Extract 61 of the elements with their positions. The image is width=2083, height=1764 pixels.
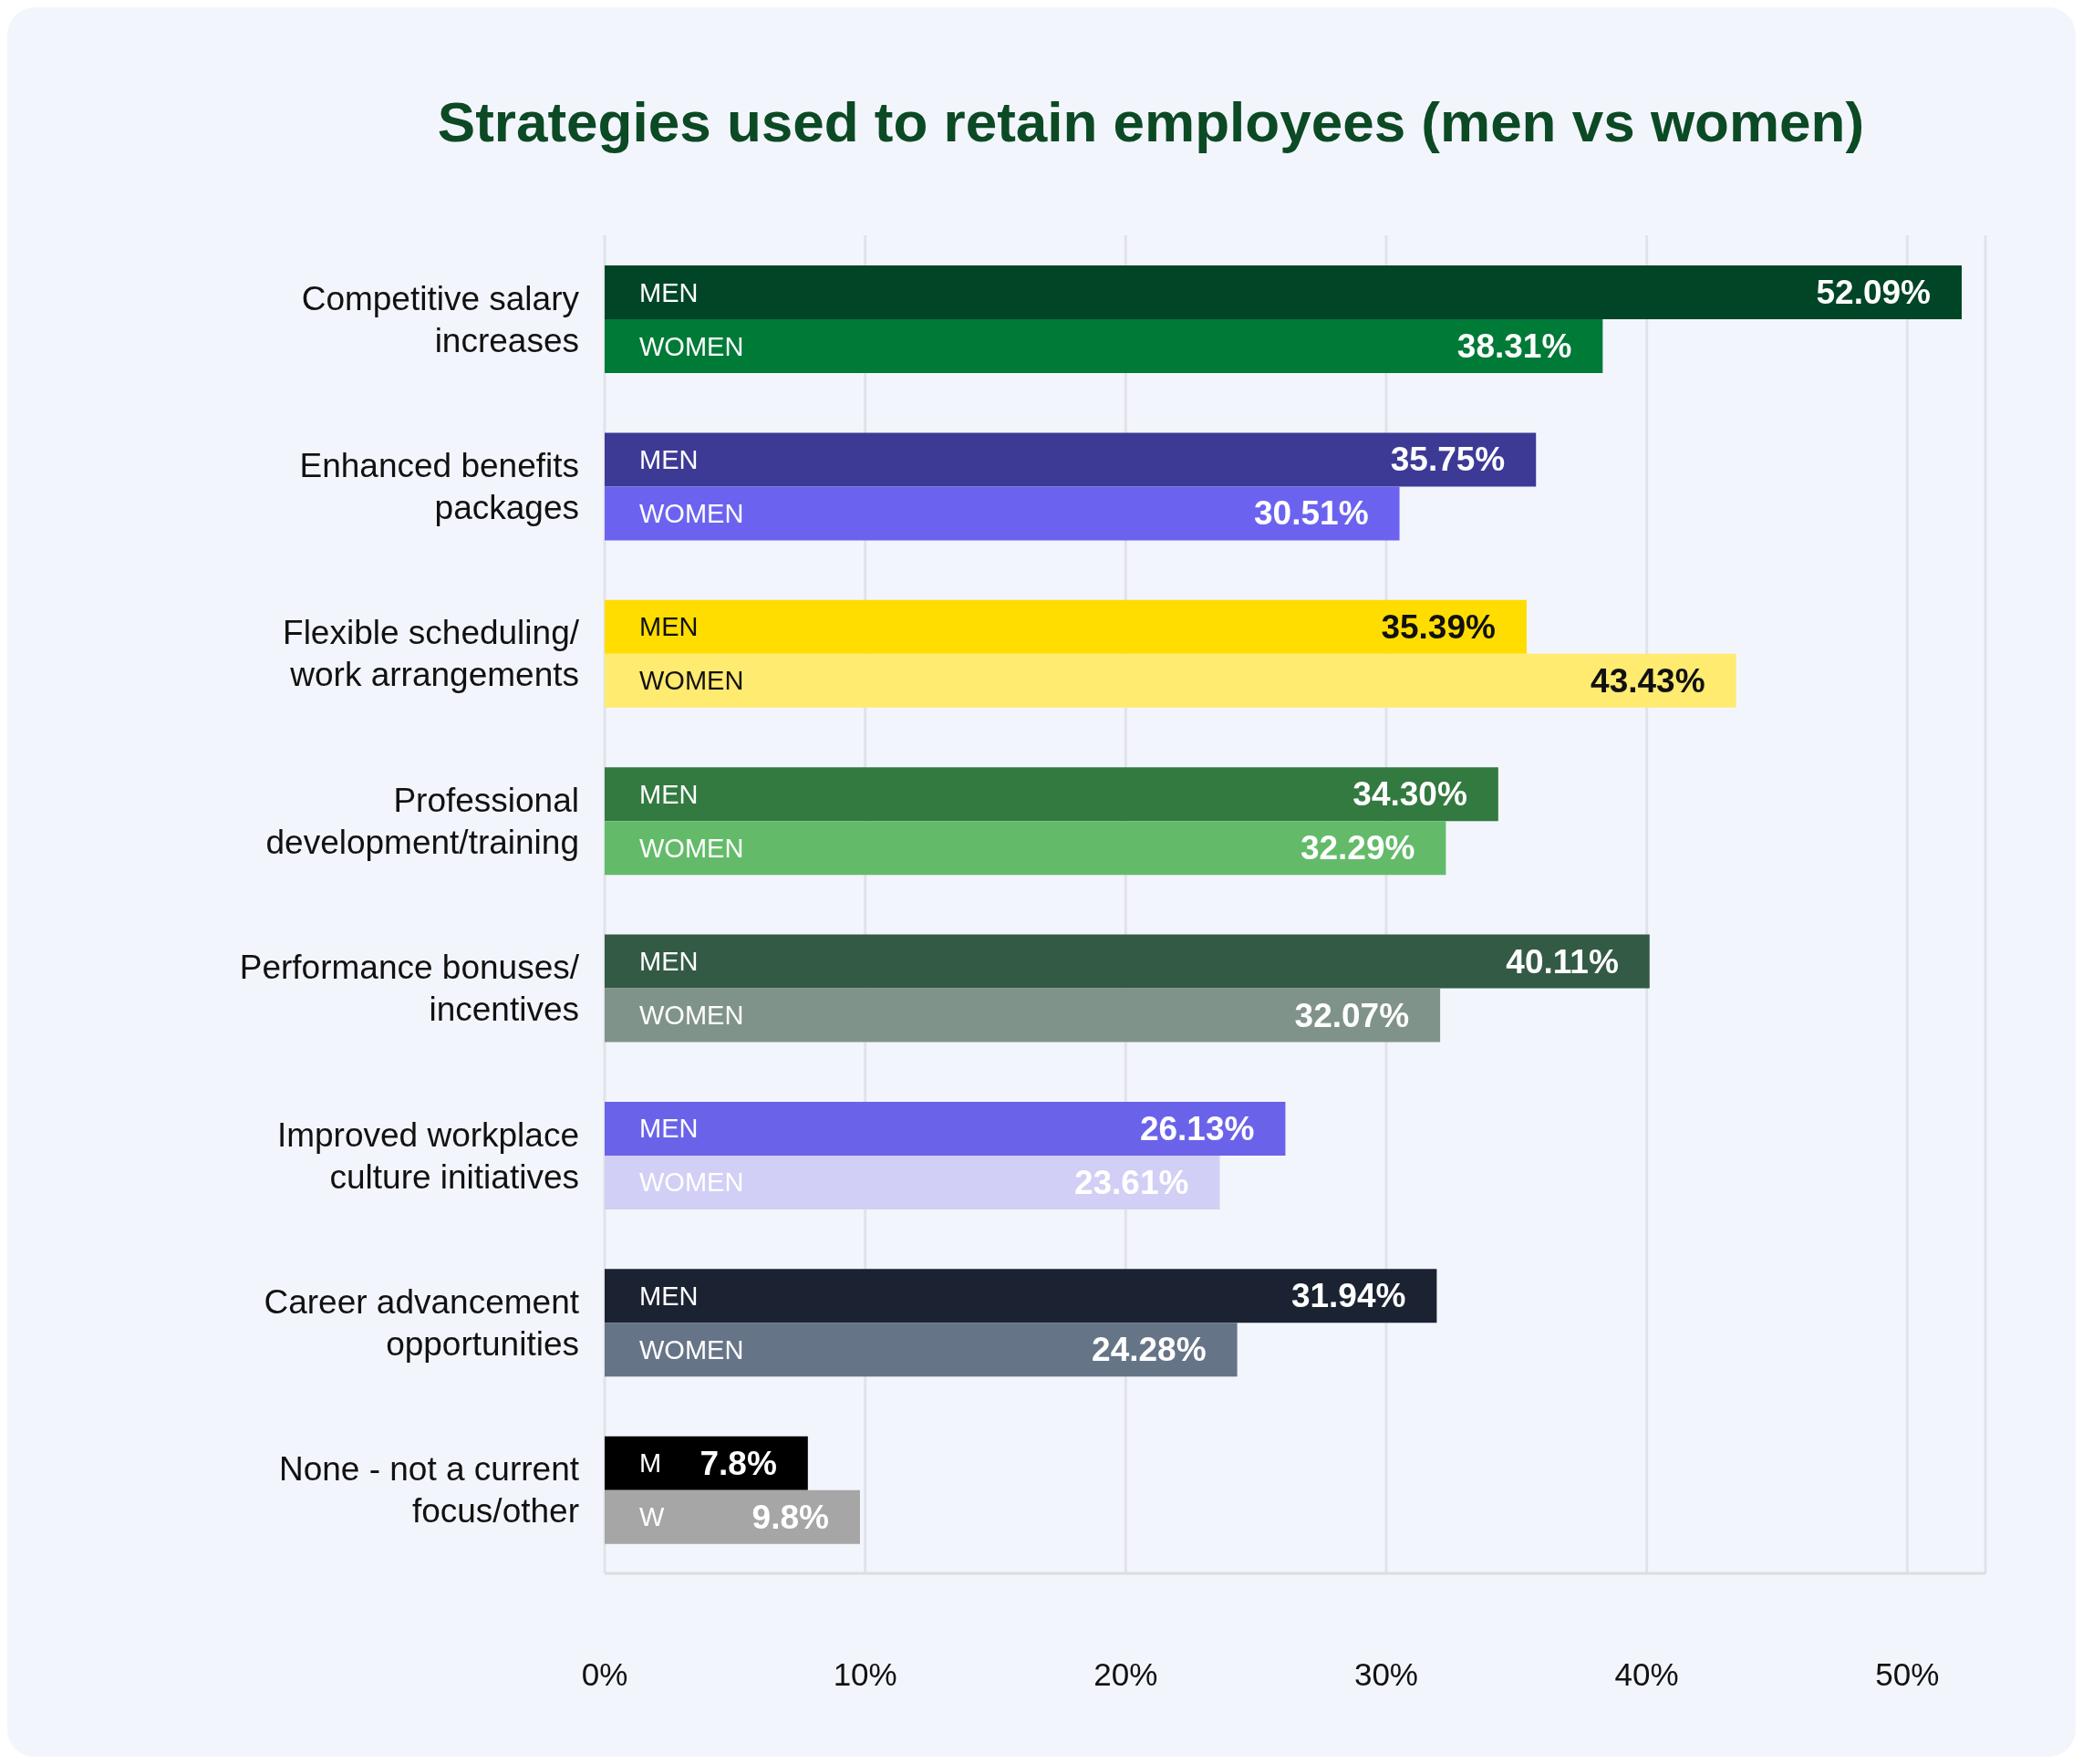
annotation: W (639, 1502, 665, 1532)
bar (605, 432, 1537, 487)
bar (605, 1489, 860, 1544)
data-label: 24.28% (1092, 1331, 1207, 1369)
data-label: 34.30% (1352, 775, 1467, 814)
bar (605, 1155, 1220, 1209)
bar (605, 319, 1603, 374)
annotation: MEN (639, 612, 699, 642)
bar (605, 1101, 1286, 1156)
annotation: MEN (639, 277, 699, 307)
bar (605, 821, 1446, 876)
data-label: 26.13% (1139, 1109, 1255, 1147)
annotation: MEN (639, 947, 699, 977)
y-tick-label: Professional development/training (265, 781, 579, 861)
bar (605, 1323, 1238, 1377)
x-tick-label: 10% (833, 1655, 897, 1692)
x-tick-label: 20% (1093, 1655, 1158, 1692)
bar (605, 653, 1736, 708)
bar (605, 1436, 808, 1490)
data-label: 35.39% (1381, 607, 1496, 646)
data-label: 32.07% (1294, 996, 1410, 1034)
annotation: MEN (639, 1281, 699, 1311)
annotation: WOMEN (639, 331, 744, 361)
data-label: 43.43% (1591, 661, 1705, 700)
bar (605, 988, 1441, 1043)
y-tick-label: Improved workplace culture initiatives (276, 1115, 579, 1196)
annotation: WOMEN (639, 498, 744, 528)
annotation: WOMEN (639, 666, 744, 696)
bar (605, 934, 1650, 989)
data-label: 35.75% (1390, 441, 1506, 479)
annotation: M (639, 1448, 662, 1479)
data-label: 7.8% (700, 1444, 777, 1482)
annotation: WOMEN (639, 1334, 744, 1365)
data-label: 40.11% (1506, 942, 1619, 981)
bar (605, 265, 1962, 320)
bar (605, 767, 1498, 822)
data-label: 31.94% (1290, 1277, 1406, 1315)
y-tick-label: None - not a current focus/other (278, 1449, 580, 1530)
bar (605, 1269, 1437, 1323)
annotation: WOMEN (639, 1001, 744, 1031)
data-label: 9.8% (751, 1498, 829, 1536)
annotation: MEN (639, 444, 699, 474)
annotation: WOMEN (639, 833, 744, 863)
y-tick-label: Career advancement opportunities (264, 1282, 580, 1363)
bar (605, 486, 1400, 541)
x-tick-label: 0% (581, 1655, 628, 1692)
bar (605, 599, 1527, 654)
y-tick-label: Performance bonuses/incentives (239, 948, 580, 1028)
y-tick-label: Flexible scheduling/work arrangements (283, 613, 580, 693)
chart-title: Strategies used to retain employees (men vs women) (436, 88, 1866, 155)
data-label: 30.51% (1254, 494, 1369, 533)
y-tick-label: Enhanced benefits packages (299, 446, 579, 526)
annotation: MEN (639, 1114, 699, 1144)
data-label: 38.31% (1456, 327, 1572, 366)
x-tick-label: 30% (1353, 1655, 1419, 1692)
y-tick-label: Competitive salary increases (301, 279, 580, 359)
data-label: 52.09% (1816, 274, 1931, 312)
data-label: 32.29% (1300, 829, 1415, 867)
annotation: MEN (639, 779, 699, 809)
x-tick-label: 50% (1875, 1655, 1940, 1692)
x-tick-label: 40% (1614, 1655, 1679, 1692)
